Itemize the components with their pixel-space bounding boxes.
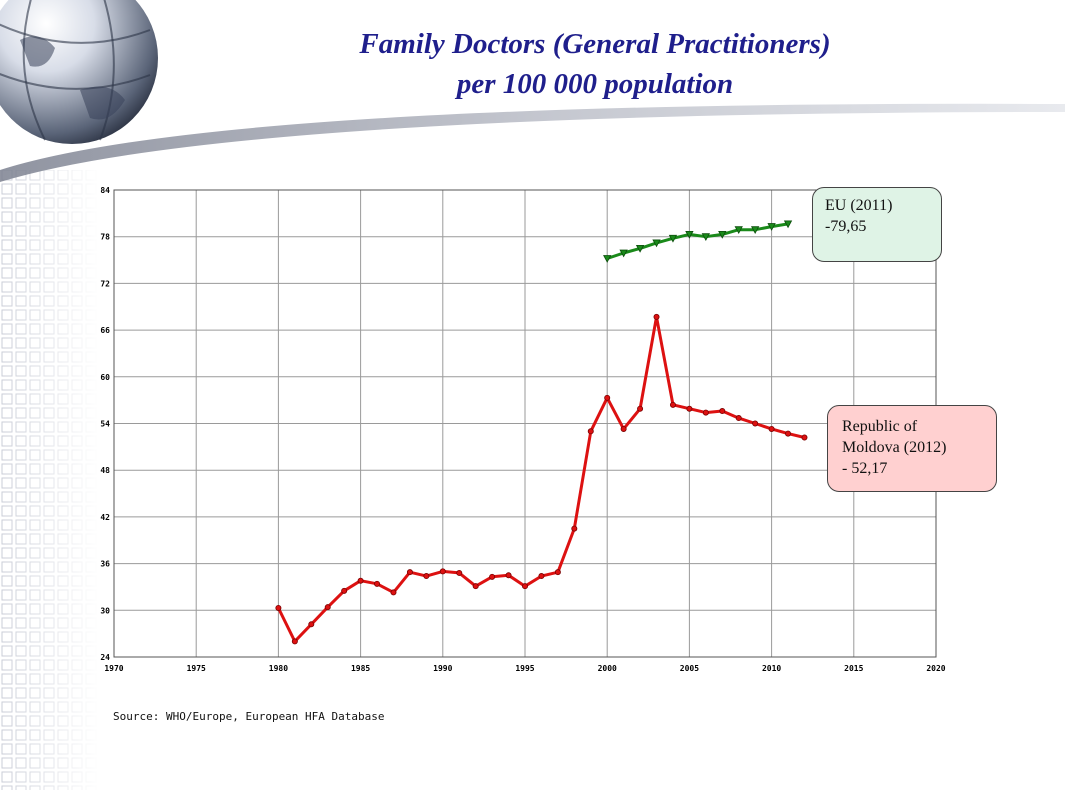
- data-point-republic-of-moldova-2009: [752, 420, 759, 427]
- data-point-eu-2005: [685, 230, 694, 239]
- y-tick-label-84: 84: [100, 186, 110, 195]
- data-point-republic-of-moldova-2012: [801, 434, 808, 441]
- x-tick-label-1985: 1985: [351, 664, 370, 673]
- x-tick-label-1980: 1980: [269, 664, 288, 673]
- x-tick-label-1975: 1975: [187, 664, 206, 673]
- eu-annotation-line-2: -79,65: [825, 218, 867, 235]
- data-point-republic-of-moldova-1987: [390, 589, 397, 596]
- data-point-republic-of-moldova-1993: [489, 573, 496, 580]
- data-point-republic-of-moldova-2006: [702, 409, 709, 416]
- data-point-eu-2007: [718, 230, 727, 239]
- data-point-republic-of-moldova-1990: [439, 568, 446, 575]
- data-point-republic-of-moldova-2004: [669, 401, 676, 408]
- data-point-eu-2008: [734, 226, 743, 235]
- moldova-annotation: Republic of Moldova (2012) - 52,17: [827, 405, 997, 492]
- data-point-republic-of-moldova-1996: [538, 573, 545, 580]
- x-tick-label-2015: 2015: [844, 664, 863, 673]
- data-point-republic-of-moldova-2001: [620, 425, 627, 432]
- data-point-eu-2001: [619, 249, 628, 258]
- data-point-republic-of-moldova-1982: [308, 621, 315, 628]
- data-point-republic-of-moldova-1986: [374, 580, 381, 587]
- moldova-annotation-line-1: Republic of: [842, 418, 918, 435]
- data-point-eu-2006: [701, 233, 711, 242]
- y-tick-label-66: 66: [100, 326, 110, 335]
- series-line-eu: [606, 222, 789, 260]
- data-point-republic-of-moldova-1981: [291, 638, 298, 645]
- y-tick-label-72: 72: [100, 279, 110, 288]
- x-tick-label-1990: 1990: [433, 664, 452, 673]
- x-tick-label-1970: 1970: [104, 664, 123, 673]
- y-tick-label-36: 36: [100, 560, 110, 569]
- data-point-eu-2010: [767, 223, 776, 231]
- y-tick-label-48: 48: [100, 466, 110, 475]
- data-point-eu-2011: [783, 220, 793, 229]
- eu-annotation-line-1: EU (2011): [825, 197, 893, 214]
- eu-annotation: EU (2011) -79,65: [812, 187, 942, 262]
- data-point-republic-of-moldova-1992: [472, 583, 479, 590]
- series-republic-of-moldova: [275, 313, 808, 645]
- x-tick-label-2005: 2005: [680, 664, 699, 673]
- data-point-republic-of-moldova-1998: [571, 525, 578, 532]
- y-tick-label-24: 24: [100, 653, 110, 662]
- x-tick-label-1995: 1995: [515, 664, 534, 673]
- data-point-republic-of-moldova-1989: [423, 573, 430, 580]
- chart-title-line-2: per 100 000 population: [456, 68, 734, 100]
- chart-title-line-1: Family Doctors (General Practitioners): [359, 28, 831, 60]
- data-point-eu-2004: [668, 234, 678, 243]
- x-tick-label-2010: 2010: [762, 664, 781, 673]
- y-tick-label-42: 42: [100, 513, 110, 522]
- x-tick-label-2000: 2000: [598, 664, 617, 673]
- series: [275, 220, 808, 645]
- data-point-republic-of-moldova-1983: [324, 604, 331, 611]
- moldova-annotation-line-2: Moldova (2012): [842, 439, 947, 456]
- data-point-republic-of-moldova-2007: [719, 408, 726, 415]
- series-line-republic-of-moldova: [277, 315, 805, 643]
- data-point-republic-of-moldova-1997: [554, 569, 561, 576]
- data-point-republic-of-moldova-1999: [587, 428, 594, 435]
- data-point-eu-2002: [635, 244, 645, 253]
- data-point-republic-of-moldova-2003: [653, 313, 660, 320]
- x-tick-label-2020: 2020: [926, 664, 945, 673]
- data-point-republic-of-moldova-2010: [768, 425, 775, 432]
- chart-title: Family Doctors (General Practitioners) p…: [250, 24, 940, 104]
- y-tick-label-30: 30: [100, 606, 110, 615]
- y-tick-label-78: 78: [100, 233, 110, 242]
- data-point-republic-of-moldova-2011: [785, 430, 792, 437]
- data-point-republic-of-moldova-1980: [275, 604, 282, 611]
- data-point-republic-of-moldova-2000: [604, 394, 611, 401]
- data-point-republic-of-moldova-2005: [686, 405, 693, 412]
- data-point-republic-of-moldova-2002: [637, 405, 644, 412]
- moldova-annotation-line-3: - 52,17: [842, 460, 888, 477]
- y-tick-label-54: 54: [100, 420, 110, 429]
- data-point-eu-2003: [652, 239, 661, 248]
- globe-icon: [0, 0, 158, 144]
- data-point-republic-of-moldova-1984: [341, 587, 348, 594]
- data-point-republic-of-moldova-1995: [522, 583, 529, 590]
- series-eu: [603, 220, 793, 263]
- y-tick-label-60: 60: [100, 373, 110, 382]
- data-point-republic-of-moldova-1991: [456, 569, 463, 576]
- data-point-republic-of-moldova-1988: [406, 569, 413, 576]
- data-point-republic-of-moldova-1985: [357, 577, 364, 584]
- axes: 1970 1975 1980 1985 1990 1995 2000 2005 2010 2015…: [100, 186, 945, 673]
- data-point-republic-of-moldova-2008: [735, 415, 742, 422]
- data-point-eu-2000: [603, 255, 612, 263]
- data-point-republic-of-moldova-1994: [505, 572, 512, 579]
- source-note: Source: WHO/Europe, European HFA Databas…: [113, 710, 385, 723]
- data-point-eu-2009: [750, 226, 760, 235]
